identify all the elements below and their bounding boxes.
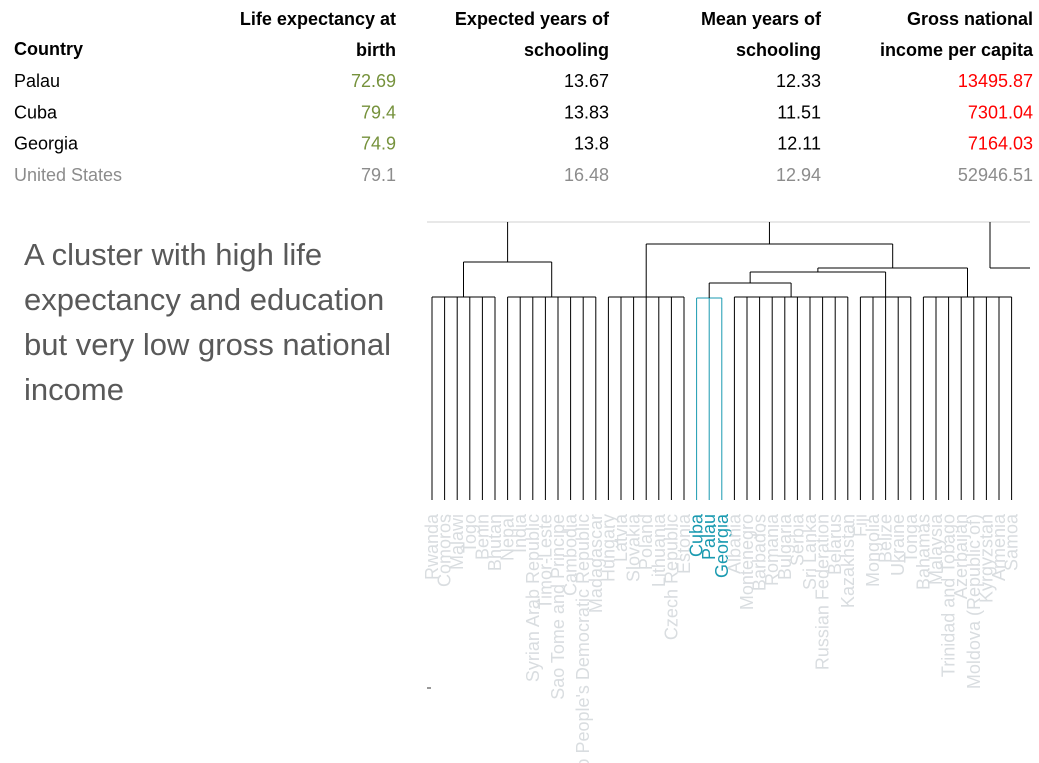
leaf-label: Malawi [447, 514, 467, 570]
leaf-label: Fiji [850, 514, 870, 537]
leaf-label: Lithuania [649, 513, 669, 587]
leaf-label: Serbia [787, 513, 807, 566]
leaf-label: Kyrgyzstan [976, 514, 996, 603]
leaf-label: Georgia [712, 513, 732, 578]
table-cell: 7164.03 [968, 134, 1033, 154]
row-label: Georgia [14, 134, 79, 154]
leaf-label: Latvia [611, 513, 631, 562]
leaf-label: Moldova (Republic of) [964, 514, 984, 689]
data-table: Country Life expectancy at birth Expected y… [14, 9, 1034, 185]
leaf-label: Slovakia [624, 513, 644, 582]
leaf-label: Madagascar [586, 514, 606, 613]
leaf-label: Rwanda [422, 513, 442, 580]
table-cell: 52946.51 [958, 165, 1033, 185]
leaf-label: Bhutan [485, 514, 505, 571]
row-label: Cuba [14, 102, 58, 122]
leaf-label: Russian Federation [813, 514, 833, 670]
table-cell: 12.33 [776, 71, 821, 91]
leaf-label: Hungary [598, 514, 618, 582]
column-header: Gross national income per capita [880, 9, 1034, 60]
leaf-label: Palau [699, 514, 719, 560]
leaf-label: Ukraine [888, 514, 908, 576]
leaf-label: Nepal [498, 514, 518, 561]
leaf-label: Romania [762, 513, 782, 586]
leaf-label: Samoa [1002, 513, 1022, 571]
table-cell: 79.4 [361, 102, 396, 122]
leaf-label: Bulgaria [775, 513, 795, 580]
row-label: United States [14, 165, 122, 185]
leaf-label: Poland [636, 514, 656, 570]
column-header: Expected years of schooling [455, 9, 610, 60]
table-cell: 13.8 [574, 134, 609, 154]
leaf-label: Montenegro [737, 514, 757, 610]
leaf-label: Albania [724, 513, 744, 574]
annotation: A cluster with high life expectancy and … [24, 237, 392, 407]
table-cell: 11.51 [777, 102, 821, 122]
leaf-label: Malaysia [926, 513, 946, 585]
column-header: Life expectancy at birth [240, 9, 396, 60]
leaf-label: Syrian Arab Republic [523, 514, 543, 682]
leaf-label: Belarus [825, 514, 845, 575]
leaf-label: Czech Republic [661, 514, 681, 640]
leaf-label: Armenia [989, 513, 1009, 581]
table-cell: 74.9 [361, 134, 396, 154]
table-cell: 16.48 [564, 165, 609, 185]
leaf-label: Barbados [750, 514, 770, 591]
leaf-label: Timor-Leste [535, 514, 555, 609]
leaf-label: Cuba [687, 513, 707, 557]
leaf-label: Sri Lanka [800, 513, 820, 590]
leaf-label: Mongolia [863, 513, 883, 587]
table-cell: 13.67 [564, 71, 609, 91]
leaf-label: Estonia [674, 513, 694, 574]
row-label: Palau [14, 71, 60, 91]
table-cell: 72.69 [351, 71, 396, 91]
leaf-label: Azerbaijan [951, 514, 971, 599]
table-cell: 13495.87 [958, 71, 1033, 91]
leaf-label: Tonga [901, 513, 921, 563]
leaf-label: Togo [460, 514, 480, 553]
leaf-label: Trinidad and Tobago [939, 514, 959, 677]
leaf-label: Belize [876, 514, 896, 563]
leaf-label: Cambodia [561, 513, 581, 596]
table-cell: 7301.04 [968, 102, 1033, 122]
table-cell: 79.1 [361, 165, 396, 185]
leaf-label: Sao Tome and Principe [548, 514, 568, 700]
table-cell: 12.94 [776, 165, 821, 185]
table-cell: 12.11 [777, 134, 821, 154]
leaf-label: Lao People's Democratic Republic [573, 514, 593, 763]
leaf-label: Benin [472, 514, 492, 560]
leaf-label: Comoros [435, 514, 455, 587]
table-cell: 13.83 [564, 102, 609, 122]
leaf-label: India [510, 513, 530, 553]
column-header: Country [14, 39, 83, 59]
leaf-label: Kazakhstan [838, 514, 858, 608]
leaf-label: Bahamas [913, 514, 933, 590]
column-header: Mean years of schooling [701, 9, 822, 60]
